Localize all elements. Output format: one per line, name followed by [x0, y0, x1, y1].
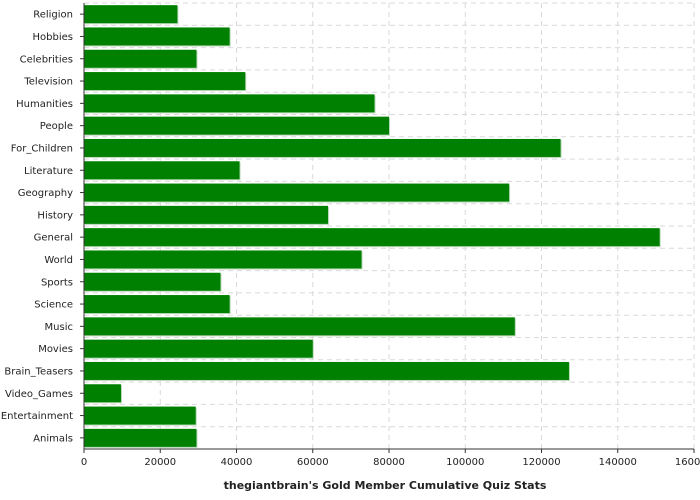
bar-music	[84, 317, 515, 336]
bar-for-children	[84, 138, 561, 157]
category-label: Brain_Teasers	[4, 366, 73, 377]
bar-geography	[84, 183, 510, 202]
category-label: Music	[45, 322, 73, 333]
category-label: Movies	[38, 344, 73, 355]
category-label: Animals	[33, 433, 73, 444]
bars	[84, 5, 661, 448]
category-label: Hobbies	[33, 32, 73, 43]
x-tick-label: 40000	[221, 457, 253, 468]
bar-literature	[84, 161, 240, 180]
category-label: Television	[23, 77, 73, 88]
category-label: Religion	[33, 10, 73, 21]
category-label: Entertainment	[1, 411, 73, 422]
bar-science	[84, 295, 230, 314]
x-tick-label: 140000	[599, 457, 637, 468]
x-tick-labels: 0 20000 40000 60000 80000 100000 120000 140000 1…	[81, 449, 700, 468]
bar-hobbies	[84, 27, 230, 46]
bar-television	[84, 72, 246, 91]
category-label: History	[37, 210, 73, 221]
category-label: Humanities	[16, 99, 73, 110]
category-label: Literature	[24, 166, 73, 177]
bar-general	[84, 228, 660, 247]
grid-lines	[84, 2, 695, 449]
bar-entertainment	[84, 406, 196, 425]
bar-animals	[84, 428, 197, 447]
bar-humanities	[84, 94, 375, 113]
bar-video-games	[84, 384, 121, 403]
x-tick-label: 0	[81, 457, 87, 468]
x-tick-label: 60000	[297, 457, 329, 468]
bar-religion	[84, 5, 178, 24]
category-label: For_Children	[11, 143, 73, 154]
bar-world	[84, 250, 362, 269]
bar-sports	[84, 272, 221, 291]
x-tick-label: 20000	[144, 457, 176, 468]
category-label: General	[34, 233, 73, 244]
bar-history	[84, 205, 328, 224]
bar-people	[84, 116, 389, 135]
x-tick-label: 80000	[373, 457, 405, 468]
category-label: People	[40, 121, 73, 132]
category-label: Geography	[18, 188, 73, 199]
category-label: Video_Games	[5, 389, 73, 400]
bar-brain-teasers	[84, 361, 569, 380]
x-tick-label: 100000	[446, 457, 484, 468]
category-labels: Religion Hobbies Celebrities Television Huma…	[1, 10, 84, 444]
category-label: World	[44, 255, 73, 266]
category-label: Celebrities	[20, 54, 73, 65]
bar-movies	[84, 339, 313, 358]
category-label: Sports	[41, 277, 73, 288]
x-tick-label: 120000	[522, 457, 560, 468]
x-tick-label: 160000	[675, 457, 700, 468]
category-label: Science	[34, 300, 73, 311]
x-axis-title: thegiantbrain's Gold Member Cumulative Q…	[224, 479, 547, 492]
bar-celebrities	[84, 49, 197, 68]
